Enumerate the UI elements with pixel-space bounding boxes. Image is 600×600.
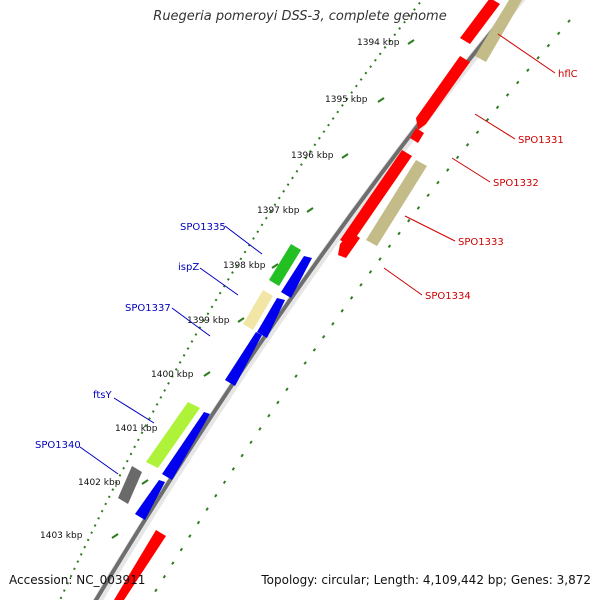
ruler-tick bbox=[141, 479, 149, 485]
gene-label[interactable]: SPO1335 bbox=[180, 222, 226, 233]
gene-ispz[interactable] bbox=[243, 290, 273, 330]
ruler-label: 1399 kbp bbox=[187, 316, 230, 326]
gene-blue-4[interactable] bbox=[135, 480, 165, 520]
ruler-labels: 1394 kbp 1395 kbp 1396 kbp 1397 kbp 1398… bbox=[40, 38, 400, 541]
gene-label[interactable]: SPO1332 bbox=[493, 178, 539, 189]
gene-spo1340[interactable] bbox=[118, 466, 142, 504]
gene-spo1334[interactable] bbox=[338, 232, 360, 258]
gene-label[interactable]: SPO1337 bbox=[125, 303, 171, 314]
ruler-label: 1397 kbp bbox=[257, 206, 300, 216]
gene-small-arrow[interactable] bbox=[410, 128, 424, 143]
gene-spo1333[interactable] bbox=[366, 160, 427, 246]
ruler-label: 1396 kbp bbox=[291, 151, 334, 161]
ruler-label: 1394 kbp bbox=[357, 38, 400, 48]
gene-label[interactable]: hflC bbox=[558, 69, 578, 80]
gene-label[interactable]: SPO1333 bbox=[458, 237, 504, 248]
gene-bottom[interactable] bbox=[114, 530, 166, 600]
ruler-label: 1401 kbp bbox=[115, 424, 158, 434]
ruler-track bbox=[59, 0, 424, 600]
gene-label[interactable]: ispZ bbox=[178, 262, 199, 273]
ruler-tick bbox=[237, 317, 245, 323]
right-label-leaders bbox=[383, 33, 556, 296]
accession-text: Accession: NC_003911 bbox=[9, 573, 146, 587]
gene-spo1337[interactable] bbox=[225, 332, 262, 386]
reverse-genes bbox=[118, 244, 312, 520]
ruler-tick bbox=[203, 371, 211, 377]
ruler-tick bbox=[377, 97, 385, 103]
gene-spo1335[interactable] bbox=[269, 244, 301, 286]
ruler-label: 1403 kbp bbox=[40, 531, 83, 541]
genome-summary-text: Topology: circular; Length: 4,109,442 bp… bbox=[261, 573, 591, 587]
gene-blue-3[interactable] bbox=[162, 412, 210, 480]
ruler-label: 1395 kbp bbox=[325, 95, 368, 105]
gene-blue-2[interactable] bbox=[257, 298, 285, 338]
gene-hflk[interactable] bbox=[460, 0, 500, 44]
ruler-label: 1402 kbp bbox=[78, 478, 121, 488]
gene-hflc[interactable] bbox=[416, 56, 470, 130]
gene-label[interactable]: SPO1331 bbox=[518, 135, 564, 146]
gene-label[interactable]: SPO1340 bbox=[35, 440, 81, 451]
gene-ftsy[interactable] bbox=[146, 402, 200, 468]
gene-khaki-1[interactable] bbox=[475, 0, 522, 62]
ruler-tick bbox=[407, 39, 415, 45]
map-title: Ruegeria pomeroyi DSS-3, complete genome bbox=[153, 9, 447, 24]
gene-spo1332[interactable] bbox=[340, 150, 412, 246]
gene-blue-1[interactable] bbox=[281, 256, 312, 298]
gene-label[interactable]: SPO1334 bbox=[425, 291, 471, 302]
ruler-tick bbox=[271, 263, 279, 269]
ruler-label: 1398 kbp bbox=[223, 261, 266, 271]
forward-genes bbox=[114, 0, 500, 600]
left-gene-labels: SPO1335 ispZ SPO1337 ftsY SPO1340 bbox=[35, 222, 226, 451]
left-label-leaders bbox=[79, 225, 263, 475]
ruler-tick bbox=[306, 207, 314, 213]
ruler-tick bbox=[111, 533, 119, 539]
ruler-tick bbox=[341, 153, 349, 159]
right-gene-labels: hflC SPO1331 SPO1332 SPO1333 SPO1334 bbox=[425, 69, 578, 302]
ruler-label: 1400 kbp bbox=[151, 370, 194, 380]
khaki-genes bbox=[366, 0, 522, 246]
gene-label[interactable]: ftsY bbox=[93, 390, 112, 401]
outer-dotted-track bbox=[149, 19, 571, 600]
